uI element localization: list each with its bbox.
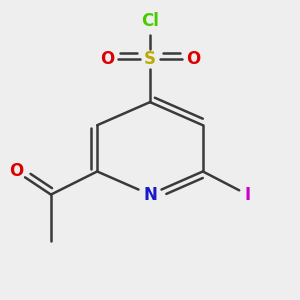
Text: O: O <box>186 50 200 68</box>
Text: N: N <box>143 186 157 204</box>
Text: O: O <box>9 163 23 181</box>
Text: I: I <box>244 186 250 204</box>
Text: Cl: Cl <box>141 12 159 30</box>
Text: O: O <box>100 50 114 68</box>
Text: S: S <box>144 50 156 68</box>
